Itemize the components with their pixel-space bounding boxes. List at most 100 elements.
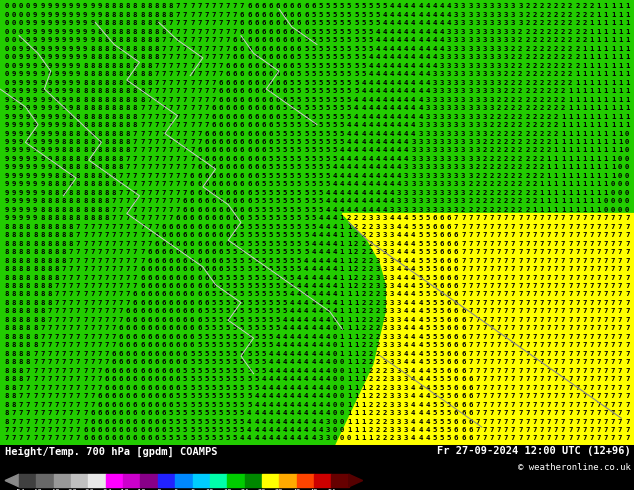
Text: 4: 4 [318, 359, 323, 365]
Text: 7: 7 [169, 156, 173, 162]
Text: 1: 1 [575, 190, 579, 196]
Text: 1: 1 [347, 334, 351, 340]
Text: 7: 7 [112, 308, 116, 315]
Text: 4: 4 [311, 359, 316, 365]
Text: 3: 3 [439, 80, 444, 86]
Text: 4: 4 [361, 198, 366, 204]
Text: 4: 4 [290, 418, 294, 424]
Text: 6: 6 [169, 376, 173, 382]
Text: 2: 2 [575, 12, 579, 18]
Text: 7: 7 [553, 385, 558, 391]
Text: 3: 3 [482, 3, 487, 9]
Text: 1: 1 [618, 21, 623, 26]
Text: 7: 7 [540, 215, 544, 221]
Text: 8: 8 [61, 165, 66, 171]
Text: 6: 6 [268, 130, 273, 137]
Text: 5: 5 [340, 88, 344, 94]
Text: 7: 7 [511, 266, 515, 272]
Text: 4: 4 [382, 181, 387, 187]
Text: 4: 4 [397, 12, 401, 18]
Text: 4: 4 [425, 54, 430, 60]
Text: 8: 8 [61, 258, 66, 264]
Text: 6: 6 [283, 29, 287, 35]
Text: 7: 7 [105, 343, 109, 348]
Text: 5: 5 [226, 300, 230, 306]
Text: 8: 8 [140, 80, 145, 86]
Text: 8: 8 [83, 139, 87, 145]
Text: 6: 6 [276, 37, 280, 43]
Text: -48: -48 [30, 489, 42, 490]
Text: 7: 7 [90, 351, 94, 357]
Text: 6: 6 [219, 215, 223, 221]
Text: 6: 6 [147, 343, 152, 348]
Text: 8: 8 [33, 224, 37, 230]
Text: 8: 8 [83, 122, 87, 128]
Text: 5: 5 [169, 436, 173, 441]
Text: 3: 3 [489, 88, 494, 94]
Text: 3: 3 [468, 63, 472, 69]
Text: 6: 6 [454, 317, 458, 323]
Text: 2: 2 [547, 46, 551, 52]
Text: 8: 8 [55, 249, 59, 255]
Text: 7: 7 [482, 359, 487, 365]
Text: 7: 7 [611, 274, 615, 280]
Text: 9: 9 [48, 3, 52, 9]
Text: 8: 8 [105, 37, 109, 43]
Text: 4: 4 [347, 173, 351, 179]
Text: 7: 7 [190, 165, 195, 171]
Text: 6: 6 [276, 21, 280, 26]
Text: 4: 4 [390, 88, 394, 94]
Text: 4: 4 [368, 156, 373, 162]
Text: 5: 5 [261, 334, 266, 340]
Text: 2: 2 [547, 12, 551, 18]
Text: 1: 1 [618, 29, 623, 35]
Text: 7: 7 [90, 308, 94, 315]
Text: 2: 2 [533, 97, 537, 102]
Text: 8: 8 [140, 29, 145, 35]
Text: 6: 6 [183, 215, 187, 221]
Text: 4: 4 [318, 402, 323, 408]
Text: 5: 5 [254, 308, 259, 315]
Text: 6: 6 [197, 317, 202, 323]
Text: 8: 8 [4, 359, 9, 365]
Text: 8: 8 [26, 232, 30, 238]
Text: 1: 1 [604, 54, 608, 60]
Text: 6: 6 [276, 105, 280, 111]
Text: 1: 1 [340, 241, 344, 246]
Text: 6: 6 [461, 385, 465, 391]
Text: 1: 1 [547, 207, 551, 213]
Text: 7: 7 [604, 317, 608, 323]
Text: 7: 7 [590, 325, 594, 331]
Text: 4: 4 [404, 29, 408, 35]
Text: 2: 2 [533, 71, 537, 77]
Text: 3: 3 [454, 46, 458, 52]
Text: 4: 4 [290, 325, 294, 331]
Text: 3: 3 [425, 97, 430, 102]
Text: 4: 4 [432, 63, 437, 69]
Text: 8: 8 [112, 173, 116, 179]
Text: 5: 5 [276, 130, 280, 137]
Text: 7: 7 [575, 258, 579, 264]
Text: 5: 5 [318, 190, 323, 196]
Text: 0: 0 [604, 207, 608, 213]
Text: 4: 4 [333, 249, 337, 255]
Text: 7: 7 [105, 283, 109, 289]
Text: 1: 1 [597, 147, 601, 153]
Text: 7: 7 [40, 436, 44, 441]
Text: 3: 3 [418, 207, 423, 213]
Text: 3: 3 [482, 12, 487, 18]
Text: 4: 4 [390, 198, 394, 204]
Text: 5: 5 [354, 71, 358, 77]
Text: 5: 5 [276, 207, 280, 213]
Text: 3: 3 [468, 122, 472, 128]
Text: 6: 6 [226, 105, 230, 111]
Text: 9: 9 [26, 207, 30, 213]
Text: 2: 2 [547, 130, 551, 137]
Text: 6: 6 [233, 97, 237, 102]
Text: 7: 7 [19, 393, 23, 399]
Text: 0: 0 [625, 198, 630, 204]
Text: 8: 8 [40, 266, 44, 272]
Text: 7: 7 [119, 258, 123, 264]
Text: 8: 8 [105, 71, 109, 77]
Text: 3: 3 [461, 190, 465, 196]
